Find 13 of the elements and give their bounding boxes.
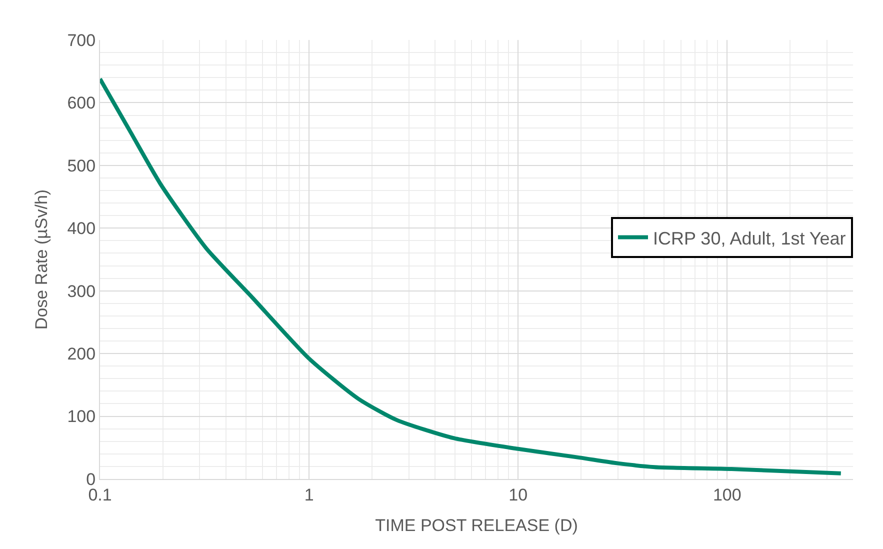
x-tick-label: 1 [304, 485, 314, 504]
y-tick-label: 100 [67, 407, 96, 426]
y-tick-label: 400 [67, 219, 96, 238]
legend-label: ICRP 30, Adult, 1st Year [653, 228, 846, 248]
x-tick-label: 10 [508, 485, 528, 504]
x-axis-title: TIME POST RELEASE (D) [375, 516, 578, 535]
y-tick-label: 300 [67, 282, 96, 301]
y-axis-title: Dose Rate (µSv/h) [32, 189, 51, 330]
x-tick-label: 100 [712, 485, 742, 504]
y-tick-label: 700 [67, 30, 96, 50]
y-tick-label: 200 [67, 344, 96, 364]
y-tick-label: 600 [67, 94, 96, 113]
y-tick-label: 500 [67, 156, 96, 176]
